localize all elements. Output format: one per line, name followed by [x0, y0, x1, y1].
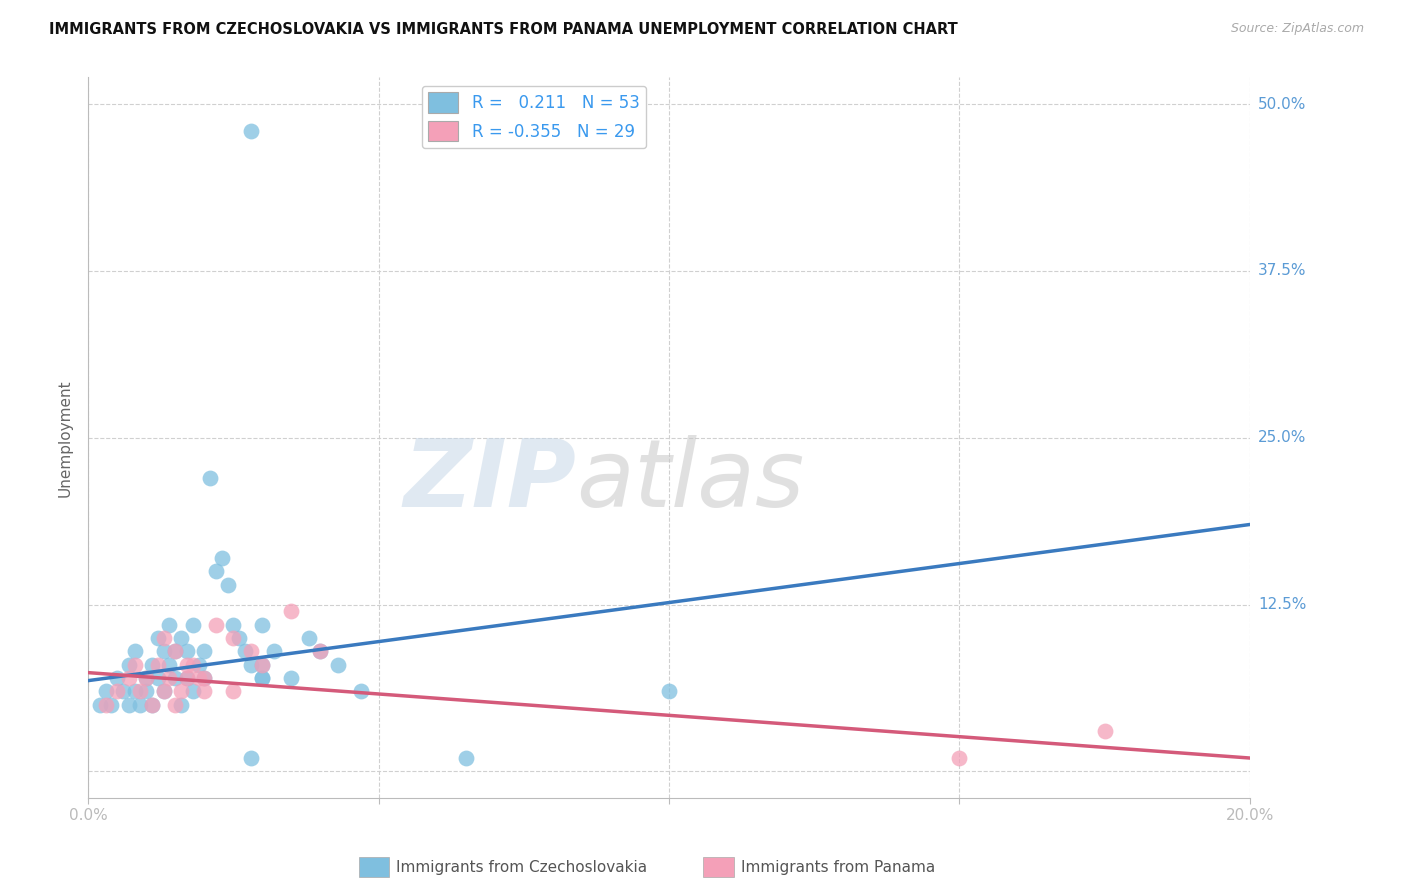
Text: 12.5%: 12.5% — [1258, 597, 1306, 612]
Point — [252, 671, 274, 685]
Point — [233, 644, 256, 658]
Point — [217, 577, 239, 591]
Point — [252, 657, 274, 672]
Point — [193, 684, 215, 698]
Point — [152, 644, 174, 658]
Point — [228, 631, 250, 645]
Point — [309, 644, 332, 658]
Point — [135, 671, 157, 685]
Point — [298, 631, 321, 645]
Point — [159, 671, 181, 685]
Point — [658, 684, 681, 698]
Point — [187, 657, 209, 672]
Point — [222, 684, 245, 698]
Point — [135, 684, 157, 698]
Point — [165, 644, 187, 658]
Point — [252, 657, 274, 672]
Point — [146, 671, 169, 685]
Text: ZIP: ZIP — [404, 435, 576, 527]
Point — [141, 657, 163, 672]
Point — [100, 698, 122, 712]
Point — [239, 124, 262, 138]
Point — [239, 644, 262, 658]
Point — [105, 671, 128, 685]
Point — [170, 698, 193, 712]
Point — [193, 671, 215, 685]
Point — [263, 644, 285, 658]
Point — [105, 684, 128, 698]
Point — [205, 617, 228, 632]
Point — [165, 671, 187, 685]
Point — [252, 617, 274, 632]
Text: 25.0%: 25.0% — [1258, 430, 1306, 445]
Point — [280, 671, 302, 685]
Point — [146, 657, 169, 672]
Legend: R =   0.211   N = 53, R = -0.355   N = 29: R = 0.211 N = 53, R = -0.355 N = 29 — [422, 86, 647, 148]
Point — [239, 657, 262, 672]
Text: IMMIGRANTS FROM CZECHOSLOVAKIA VS IMMIGRANTS FROM PANAMA UNEMPLOYMENT CORRELATIO: IMMIGRANTS FROM CZECHOSLOVAKIA VS IMMIGR… — [49, 22, 957, 37]
Point — [193, 644, 215, 658]
Point — [146, 631, 169, 645]
Point — [309, 644, 332, 658]
Point — [948, 751, 970, 765]
Point — [129, 698, 152, 712]
Y-axis label: Unemployment: Unemployment — [58, 379, 72, 497]
Point — [222, 617, 245, 632]
Point — [170, 684, 193, 698]
Point — [280, 604, 302, 618]
Point — [176, 671, 198, 685]
Point — [211, 550, 233, 565]
Text: 37.5%: 37.5% — [1258, 263, 1306, 278]
Point — [181, 684, 204, 698]
Text: atlas: atlas — [576, 435, 804, 526]
Point — [152, 684, 174, 698]
Point — [170, 631, 193, 645]
Point — [159, 657, 181, 672]
Point — [141, 698, 163, 712]
Point — [124, 657, 146, 672]
Point — [198, 471, 221, 485]
Point — [111, 684, 134, 698]
Point — [89, 698, 111, 712]
Point — [222, 631, 245, 645]
Point — [94, 684, 117, 698]
Point — [141, 698, 163, 712]
Point — [176, 644, 198, 658]
Point — [159, 617, 181, 632]
Point — [135, 671, 157, 685]
Point — [326, 657, 349, 672]
Point — [205, 564, 228, 578]
Point — [124, 644, 146, 658]
Text: Source: ZipAtlas.com: Source: ZipAtlas.com — [1230, 22, 1364, 36]
Point — [181, 657, 204, 672]
Point — [454, 751, 477, 765]
Point — [129, 684, 152, 698]
Point — [252, 671, 274, 685]
Point — [118, 698, 141, 712]
Point — [118, 671, 141, 685]
Point — [239, 751, 262, 765]
Point — [193, 671, 215, 685]
Text: Immigrants from Czechoslovakia: Immigrants from Czechoslovakia — [396, 860, 648, 874]
Text: 50.0%: 50.0% — [1258, 96, 1306, 112]
Point — [176, 657, 198, 672]
Point — [165, 698, 187, 712]
Point — [118, 657, 141, 672]
Point — [152, 631, 174, 645]
Point — [176, 671, 198, 685]
Point — [187, 671, 209, 685]
Point — [152, 684, 174, 698]
Point — [124, 684, 146, 698]
Point — [94, 698, 117, 712]
Text: Immigrants from Panama: Immigrants from Panama — [741, 860, 935, 874]
Point — [1094, 724, 1116, 739]
Point — [350, 684, 373, 698]
Point — [181, 617, 204, 632]
Point — [165, 644, 187, 658]
